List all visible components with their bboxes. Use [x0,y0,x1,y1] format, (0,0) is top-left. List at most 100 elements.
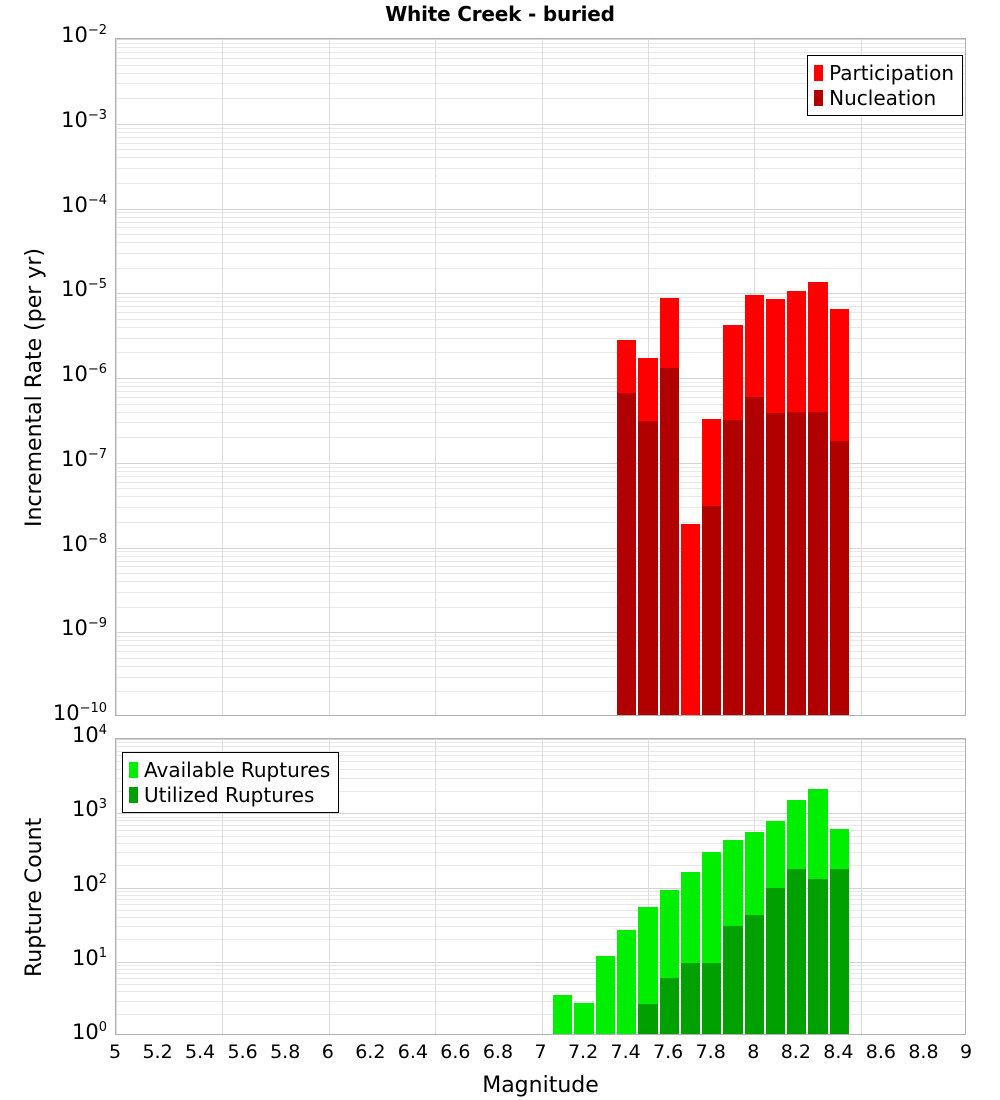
gridline-horizontal [116,962,965,963]
gridline-horizontal [116,488,965,489]
gridline-horizontal [116,253,965,254]
gridline-horizontal [116,836,965,837]
gridline-horizontal [116,891,965,892]
legend-label: Nucleation [829,85,937,110]
y-tick-label: 10−8 [61,531,107,556]
legend-item-utilized-ruptures[interactable]: Utilized Ruptures [129,782,330,807]
gridline-horizontal [116,551,965,552]
x-tick-label: 5.4 [184,1041,216,1063]
bar-nucleation [787,411,807,715]
gridline-vertical [861,39,862,715]
gridline-horizontal [116,640,965,641]
gridline-horizontal [116,132,965,133]
gridline-horizontal [116,382,965,383]
gridline-vertical [861,739,862,1034]
gridline-horizontal [116,978,965,979]
gridline-horizontal [116,268,965,269]
legend-item-available-ruptures[interactable]: Available Ruptures [129,757,330,782]
bar-available-ruptures [574,1002,594,1034]
gridline-horizontal [116,917,965,918]
gridline-horizontal [116,386,965,387]
bottom-y-axis-label: Rupture Count [22,817,47,977]
gridline-horizontal [116,496,965,497]
bar-nucleation [616,393,637,715]
gridline-horizontal [116,825,965,826]
gridline-horizontal [116,149,965,150]
gridline-horizontal [116,98,965,99]
y-tick-label: 100 [71,1020,107,1044]
bar-available-ruptures [616,929,637,1034]
gridline-horizontal [116,561,965,562]
gridline-horizontal [116,217,965,218]
gridline-horizontal [116,573,965,574]
gridline-horizontal [116,581,965,582]
gridline-horizontal [116,391,965,392]
participation-swatch-icon [814,64,824,81]
gridline-horizontal [116,397,965,398]
gridline-horizontal [116,412,965,413]
gridline-horizontal [116,910,965,911]
x-tick-label: 7 [534,1041,547,1063]
x-tick-label: 8.4 [823,1041,854,1063]
gridline-horizontal [116,895,965,896]
gridline-horizontal [116,128,965,129]
gridline-horizontal [116,43,965,44]
x-tick-label: 8.8 [908,1041,939,1063]
gridline-vertical [435,39,436,715]
bar-utilized-ruptures [744,914,764,1034]
gridline-horizontal [116,168,965,169]
x-tick-label: 5.8 [270,1041,301,1063]
gridline-horizontal [116,556,965,557]
gridline-horizontal [116,830,965,831]
bar-nucleation [829,441,849,715]
top-gridlines [116,39,965,715]
gridline-horizontal [116,422,965,423]
y-tick-label: 10−3 [61,107,107,132]
gridline-horizontal [116,904,965,905]
bar-nucleation [723,419,743,715]
bar-participation [680,523,701,715]
bar-nucleation [638,421,658,715]
bar-nucleation [702,505,722,715]
gridline-horizontal [116,507,965,508]
y-tick-label: 10−2 [61,23,107,47]
gridline-horizontal [116,157,965,158]
bar-nucleation [765,412,786,715]
bar-utilized-ruptures [765,888,786,1034]
gridline-horizontal [116,636,965,637]
x-tick-label: 6.6 [440,1041,471,1063]
x-tick-label: 5 [108,1041,122,1063]
gridline-horizontal [116,137,965,138]
top-bars [116,39,965,715]
gridline-horizontal [116,209,965,210]
y-tick-label: 10−5 [61,277,107,302]
gridline-vertical [222,739,223,1034]
gridline-horizontal [116,83,965,84]
legend-item-nucleation[interactable]: Nucleation [814,85,954,110]
gridline-horizontal [116,1001,965,1002]
bar-utilized-ruptures [702,963,722,1034]
x-tick-label: 8 [747,1041,760,1063]
gridline-horizontal [116,301,965,302]
gridline-horizontal [116,645,965,646]
rupture-count-plot [115,738,966,1035]
gridline-horizontal [116,548,965,549]
bar-nucleation [744,397,764,715]
gridline-horizontal [116,39,965,40]
y-tick-label: 10−6 [61,362,107,386]
legend-item-participation[interactable]: Participation [814,60,954,85]
y-tick-label: 104 [71,723,107,747]
gridline-horizontal [116,319,965,320]
gridline-horizontal [116,632,965,633]
gridline-horizontal [116,755,965,756]
gridline-horizontal [116,467,965,468]
gridline-horizontal [116,592,965,593]
gridline-horizontal [116,143,965,144]
bar-utilized-ruptures [638,1003,658,1034]
gridline-horizontal [116,522,965,523]
y-tick-label: 10−7 [61,446,107,471]
bar-nucleation [659,368,679,715]
gridline-horizontal [116,677,965,678]
bar-available-ruptures [595,955,615,1034]
